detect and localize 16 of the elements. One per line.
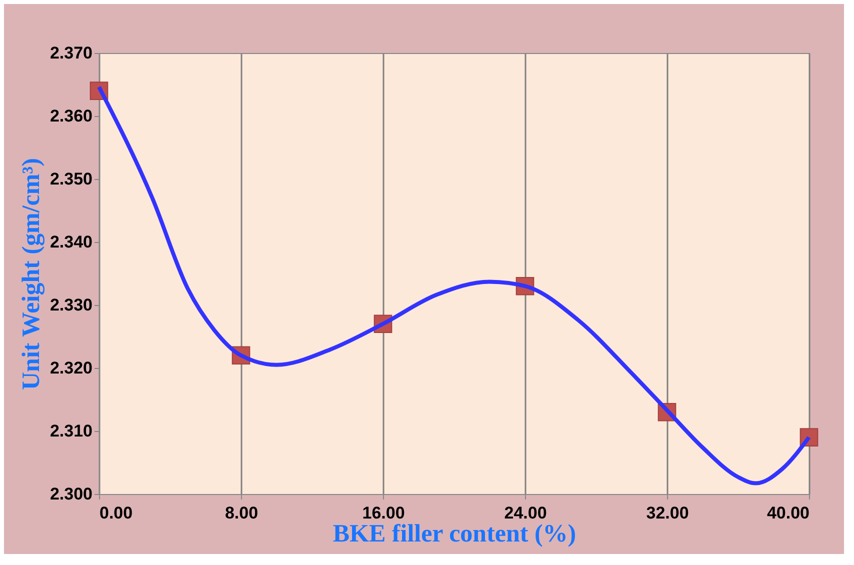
x-tick-label: 8.00: [224, 504, 258, 522]
x-tick-label: 24.00: [504, 504, 547, 522]
y-tick-label: 2.330: [50, 296, 92, 314]
x-axis-title: BKE filler content (%): [332, 520, 576, 548]
y-tick-label: 2.350: [50, 170, 92, 188]
x-tick-label: 40.00: [766, 504, 810, 522]
y-tick-label: 2.360: [50, 106, 92, 126]
y-axis-title: Unit Weight (gm/cm³): [18, 158, 45, 390]
y-tick-label: 2.310: [50, 422, 92, 440]
y-tick-label: 2.300: [50, 484, 92, 504]
x-tick-label: 0.00: [100, 504, 133, 522]
y-tick-label: 2.320: [50, 358, 92, 378]
y-tick-label: 2.340: [50, 232, 92, 252]
x-tick-label: 32.00: [646, 504, 689, 522]
x-tick-label: 16.00: [362, 504, 405, 522]
y-tick-label: 2.370: [50, 44, 92, 62]
